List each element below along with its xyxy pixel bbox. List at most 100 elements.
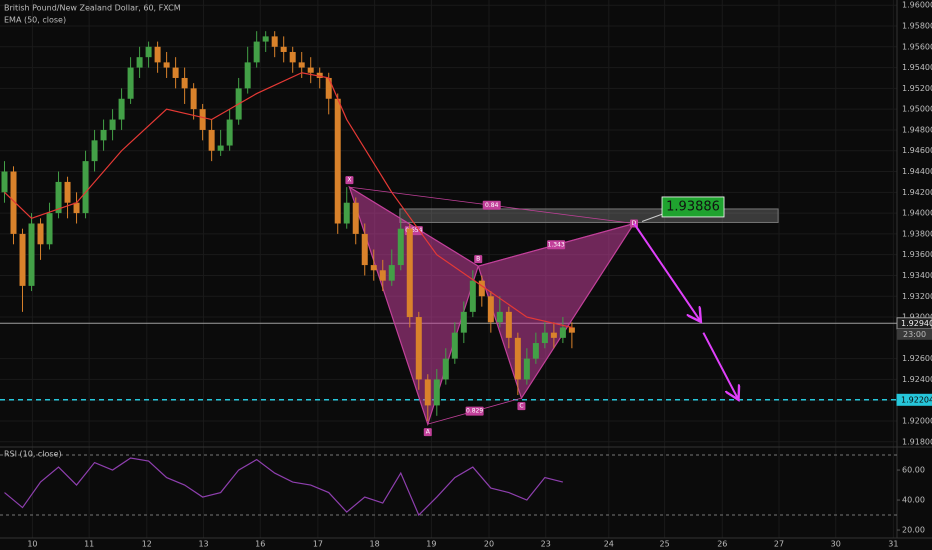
- candle-body: [334, 98, 341, 224]
- point-label: B: [476, 256, 480, 263]
- candle-body: [514, 337, 521, 380]
- callout-pointer: [641, 213, 665, 222]
- y-tick-label: 1.95000: [902, 105, 932, 114]
- candle-body: [442, 358, 449, 380]
- ratio-label: 1.343: [548, 241, 565, 248]
- x-tick-label: 12: [142, 540, 152, 549]
- candle-body: [118, 98, 125, 120]
- candle-body: [433, 379, 440, 406]
- candle-body: [226, 119, 233, 146]
- projection-arrow: [702, 332, 737, 398]
- y-tick-label: 1.93800: [902, 229, 932, 238]
- point-badge: [345, 176, 354, 185]
- y-tick-label: 1.95200: [902, 84, 932, 93]
- target-label: 1.93886: [666, 199, 720, 214]
- candle-body: [487, 296, 494, 323]
- y-tick-label: 1.96000: [902, 1, 932, 10]
- candle-body: [541, 332, 548, 344]
- y-tick-label: 1.91800: [902, 437, 932, 446]
- ratio-label: 0.654: [405, 227, 422, 234]
- candle-body: [298, 62, 305, 68]
- chart-title: British Pound/New Zealand Dollar, 60, FX…: [4, 4, 181, 13]
- candle-body: [262, 36, 269, 42]
- candle-body: [397, 228, 404, 266]
- candle-body: [253, 41, 260, 63]
- candle-body: [505, 311, 512, 338]
- candle-body: [64, 181, 71, 203]
- x-tick-label: 13: [198, 540, 208, 549]
- time-tag: [897, 328, 932, 340]
- ratio-label: 0.829: [466, 408, 483, 415]
- candle-body: [100, 129, 107, 141]
- candle-body: [82, 161, 89, 214]
- point-label: A: [426, 429, 431, 436]
- candle-body: [352, 202, 359, 234]
- projection-arrow: [633, 222, 700, 321]
- candle-body: [37, 223, 44, 245]
- x-tick-label: 25: [660, 540, 670, 549]
- x-tick-label: 17: [313, 540, 323, 549]
- candle-body: [523, 358, 530, 380]
- candle-body: [388, 265, 395, 281]
- ema-line: [4, 72, 573, 329]
- candle-body: [136, 57, 143, 68]
- price-tag: [896, 393, 932, 406]
- candle-body: [406, 228, 413, 318]
- rsi-tick-label: 60.00: [902, 466, 925, 475]
- x-tick-label: 24: [604, 540, 614, 549]
- price-tag-label: 1.92204: [901, 395, 932, 404]
- candle-body: [154, 46, 161, 63]
- point-badge: [517, 402, 526, 411]
- y-tick-label: 1.94400: [902, 167, 932, 176]
- rsi-line: [4, 457, 564, 517]
- candle-body: [280, 46, 287, 52]
- candle-body: [415, 317, 422, 380]
- y-tick-label: 1.94800: [902, 125, 932, 134]
- candle-body: [379, 270, 386, 281]
- point-badge: [423, 428, 432, 437]
- price-tag-label: 1.92940: [901, 319, 932, 328]
- candle-body: [343, 202, 350, 224]
- candle-body: [325, 77, 332, 99]
- ema-legend: EMA (50, close): [4, 16, 66, 25]
- candle-body: [1, 171, 8, 193]
- point-badge: [474, 255, 483, 264]
- x-tick-label: 16: [255, 540, 265, 549]
- candle-body: [19, 233, 26, 286]
- candle-body: [550, 332, 557, 338]
- candle-body: [181, 77, 188, 89]
- candle-body: [46, 213, 53, 245]
- candle-body: [460, 311, 467, 333]
- candle-body: [271, 36, 278, 47]
- candle-body: [307, 67, 314, 73]
- candle-body: [172, 67, 179, 78]
- y-tick-label: 1.95600: [902, 42, 932, 51]
- target-label-box: [661, 196, 725, 218]
- candle-body: [496, 311, 503, 323]
- ratio-badge: [465, 406, 484, 416]
- point-label: C: [519, 403, 523, 410]
- x-tick-label: 18: [370, 540, 380, 549]
- candle-body: [28, 223, 35, 286]
- candle-body: [316, 72, 323, 78]
- x-tick-label: 23: [541, 540, 551, 549]
- y-tick-label: 1.92600: [902, 354, 932, 363]
- candle-body: [370, 265, 377, 271]
- y-tick-label: 1.93200: [902, 292, 932, 301]
- y-tick-label: 1.93000: [902, 313, 932, 322]
- y-tick-label: 1.94200: [902, 188, 932, 197]
- candle-body: [568, 327, 575, 333]
- candle-body: [109, 119, 116, 130]
- candle-body: [289, 51, 296, 63]
- y-tick-label: 1.94000: [902, 209, 932, 218]
- candle-body: [91, 140, 98, 162]
- x-tick-label: 30: [831, 540, 841, 549]
- y-tick-label: 1.95400: [902, 63, 932, 72]
- y-tick-label: 1.92400: [902, 375, 932, 384]
- x-tick-label: 10: [27, 540, 37, 549]
- x-tick-label: 27: [774, 540, 784, 549]
- ratio-label: 0.84: [485, 202, 499, 209]
- candle-body: [199, 109, 206, 130]
- candle-body: [361, 233, 368, 266]
- candle-body: [163, 62, 170, 68]
